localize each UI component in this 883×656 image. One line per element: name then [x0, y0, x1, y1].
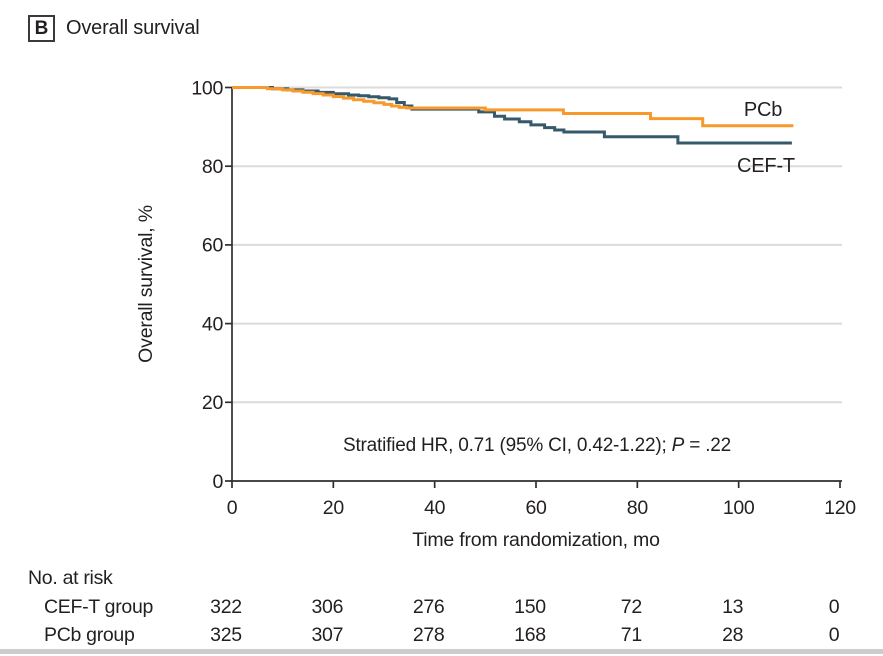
x-tick-label-20: 20: [323, 497, 345, 519]
series-layer: [232, 86, 794, 145]
y-tick-label-0: 0: [212, 471, 223, 493]
risk-row-label-cef-t: CEF-T group: [44, 596, 153, 618]
bottom-rule: [0, 649, 883, 654]
risk-count-pcb-group-t100: 28: [722, 624, 743, 646]
y-tick-label-40: 40: [202, 313, 224, 335]
hr-annotation: Stratified HR, 0.71 (95% CI, 0.42-1.22);…: [343, 435, 731, 456]
risk-count-pcb-group-t80: 71: [621, 624, 642, 646]
x-axis-title: Time from randomization, mo: [412, 529, 660, 551]
survival-curve-cef-t: [232, 86, 792, 145]
series-label-pcb: PCb: [744, 99, 782, 121]
x-tick-label-0: 0: [227, 497, 238, 519]
panel-label-box: B: [28, 15, 55, 42]
x-tick-label-100: 100: [723, 497, 755, 519]
risk-count-pcb-group-t0: 325: [210, 624, 242, 646]
risk-row-label-pcb: PCb group: [44, 624, 135, 646]
risk-count-pcb-group-t40: 278: [413, 624, 445, 646]
gridlines-layer: [232, 86, 842, 404]
y-tick-label-80: 80: [202, 156, 224, 178]
risk-count-cef-t-group-t100: 13: [722, 596, 743, 618]
y-tick-label-100: 100: [191, 77, 223, 99]
y-tick-label-20: 20: [202, 392, 224, 414]
risk-count-cef-t-group-t20: 306: [312, 596, 344, 618]
risk-count-cef-t-group-t0: 322: [210, 596, 242, 618]
risk-numbers-layer: 322 306 276 150 72 13 0 325 307 278 168 71 28 0: [210, 596, 840, 646]
figure-title: Overall survival: [66, 17, 200, 39]
x-tick-label-120: 120: [824, 497, 856, 519]
risk-count-cef-t-group-t80: 72: [621, 596, 642, 618]
risk-count-pcb-group-t120: 0: [829, 624, 840, 646]
risk-count-pcb-group-t20: 307: [312, 624, 344, 646]
x-tick-label-60: 60: [525, 497, 547, 519]
series-label-cef-t: CEF-T: [737, 155, 795, 177]
axes-layer: [225, 86, 842, 488]
risk-table-title: No. at risk: [28, 567, 113, 589]
figure-header: B Overall survival: [28, 15, 200, 42]
y-axis-title: Overall survival, %: [135, 205, 157, 363]
risk-count-cef-t-group-t60: 150: [514, 596, 546, 618]
risk-count-cef-t-group-t40: 276: [413, 596, 445, 618]
x-tick-label-40: 40: [424, 497, 446, 519]
y-tick-label-60: 60: [202, 235, 224, 257]
tick-labels-layer: 0 20 40 60 80 100 120 0 20 40 60 80 100: [191, 77, 856, 519]
x-tick-label-80: 80: [627, 497, 649, 519]
risk-count-pcb-group-t60: 168: [514, 624, 546, 646]
risk-count-cef-t-group-t120: 0: [829, 596, 840, 618]
survival-curve-pcb: [232, 86, 794, 128]
